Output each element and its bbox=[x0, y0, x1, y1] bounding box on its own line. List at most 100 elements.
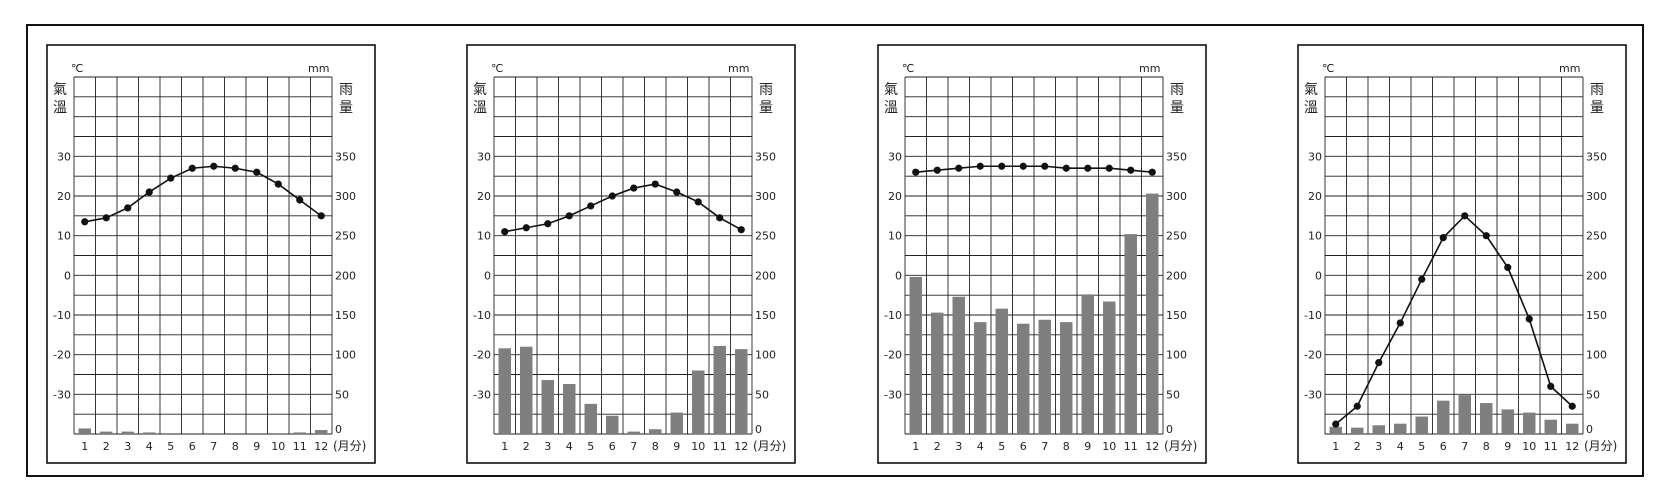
temperature-point bbox=[1084, 164, 1092, 172]
left-axis-label-char: 氣 bbox=[884, 82, 898, 98]
precip-tick-label: 100 bbox=[1586, 349, 1607, 362]
precip-bar bbox=[606, 415, 619, 434]
left-axis-label-char: 溫 bbox=[473, 100, 487, 116]
precip-bar bbox=[121, 431, 134, 434]
temperature-point bbox=[1525, 315, 1533, 323]
month-tick-label: 5 bbox=[1418, 440, 1425, 453]
temperature-point bbox=[1353, 402, 1361, 410]
temperature-point bbox=[1041, 162, 1049, 170]
precip-tick-label: 100 bbox=[755, 349, 776, 362]
month-tick-label: 2 bbox=[523, 440, 530, 453]
temp-tick-label: -20 bbox=[53, 349, 71, 362]
temp-tick-label: -20 bbox=[884, 349, 902, 362]
precip-unit-label: mm bbox=[308, 62, 329, 75]
month-tick-label: 12 bbox=[734, 440, 748, 453]
temp-tick-label: 20 bbox=[1308, 190, 1322, 203]
temperature-point bbox=[1461, 212, 1469, 220]
precip-bar bbox=[520, 346, 533, 434]
month-tick-label: 9 bbox=[253, 440, 260, 453]
figure-frame bbox=[26, 24, 1644, 477]
temperature-line bbox=[1335, 214, 1573, 425]
temperature-point bbox=[1375, 359, 1383, 367]
temperature-point bbox=[608, 192, 616, 200]
month-tick-label: 10 bbox=[1522, 440, 1536, 453]
month-tick-label: 7 bbox=[630, 440, 637, 453]
temperature-point bbox=[167, 174, 175, 182]
month-tick-label: 7 bbox=[1461, 440, 1468, 453]
temperature-point bbox=[317, 212, 325, 220]
temp-tick-label: -30 bbox=[473, 388, 491, 401]
temp-tick-label: -30 bbox=[53, 388, 71, 401]
temp-tick-label: -20 bbox=[473, 349, 491, 362]
precip-tick-label: 350 bbox=[1166, 150, 1187, 163]
temperature-point bbox=[1418, 275, 1426, 283]
precip-tick-label: 150 bbox=[1166, 309, 1187, 322]
month-tick-label: 3 bbox=[544, 440, 551, 453]
temperature-point bbox=[81, 218, 89, 226]
precip-bar bbox=[1017, 323, 1030, 434]
month-tick-label: 9 bbox=[1084, 440, 1091, 453]
precip-bar bbox=[1103, 301, 1116, 434]
precip-tick-label: 300 bbox=[1586, 190, 1607, 203]
precip-tick-label: 250 bbox=[335, 230, 356, 243]
temperature-point bbox=[976, 162, 984, 170]
temp-tick-label: -10 bbox=[53, 309, 71, 322]
precip-tick-label: 350 bbox=[1586, 150, 1607, 163]
temperature-point bbox=[231, 164, 239, 172]
right-axis-label-char: 雨 bbox=[1170, 82, 1184, 98]
month-tick-label: 3 bbox=[124, 440, 131, 453]
chart-grid bbox=[904, 76, 1164, 435]
temp-tick-label: 30 bbox=[57, 150, 71, 163]
month-tick-label: 10 bbox=[1102, 440, 1116, 453]
precip-bar bbox=[670, 412, 683, 434]
x-unit-label: (月分) bbox=[1584, 439, 1617, 453]
temp-tick-label: 20 bbox=[477, 190, 491, 203]
month-tick-label: 8 bbox=[232, 440, 239, 453]
precip-tick-label: 0 bbox=[755, 423, 762, 436]
precip-unit-label: mm bbox=[1559, 62, 1580, 75]
temp-tick-label: 10 bbox=[57, 230, 71, 243]
temperature-point bbox=[1148, 168, 1156, 176]
month-tick-label: 8 bbox=[1063, 440, 1070, 453]
precip-bar bbox=[1124, 234, 1137, 434]
temperature-point bbox=[210, 162, 218, 170]
temperature-point bbox=[630, 184, 638, 192]
precip-bar bbox=[1544, 419, 1557, 434]
month-tick-label: 1 bbox=[1332, 440, 1339, 453]
precip-tick-label: 350 bbox=[755, 150, 776, 163]
temperature-point bbox=[998, 162, 1006, 170]
precip-unit-label: mm bbox=[728, 62, 749, 75]
temperature-point bbox=[955, 164, 963, 172]
precip-tick-label: 0 bbox=[1586, 423, 1593, 436]
month-tick-label: 8 bbox=[1483, 440, 1490, 453]
month-tick-label: 2 bbox=[1354, 440, 1361, 453]
right-axis-label-char: 量 bbox=[1170, 100, 1184, 116]
temp-unit-label: ℃ bbox=[1322, 62, 1334, 75]
month-tick-label: 7 bbox=[210, 440, 217, 453]
month-tick-label: 12 bbox=[1565, 440, 1579, 453]
temp-tick-label: 30 bbox=[477, 150, 491, 163]
month-tick-label: 9 bbox=[1504, 440, 1511, 453]
temp-tick-label: -20 bbox=[1304, 349, 1322, 362]
precip-tick-label: 100 bbox=[335, 349, 356, 362]
temperature-point bbox=[694, 198, 702, 206]
temperature-point bbox=[102, 214, 110, 222]
month-tick-label: 9 bbox=[673, 440, 680, 453]
precip-tick-label: 300 bbox=[1166, 190, 1187, 203]
precip-bar bbox=[931, 312, 944, 434]
temperature-point bbox=[188, 164, 196, 172]
precip-bar bbox=[498, 348, 511, 434]
precip-tick-label: 50 bbox=[335, 388, 349, 401]
temperature-point bbox=[544, 220, 552, 228]
month-tick-label: 1 bbox=[501, 440, 508, 453]
month-tick-label: 10 bbox=[271, 440, 285, 453]
left-axis-label-char: 溫 bbox=[1304, 100, 1318, 116]
month-tick-label: 4 bbox=[566, 440, 573, 453]
temperature-point bbox=[651, 180, 659, 188]
precip-bar bbox=[143, 432, 156, 434]
precip-tick-label: 150 bbox=[335, 309, 356, 322]
precip-bar bbox=[909, 276, 922, 434]
temp-tick-label: 0 bbox=[1315, 269, 1322, 282]
month-tick-label: 11 bbox=[1124, 440, 1138, 453]
